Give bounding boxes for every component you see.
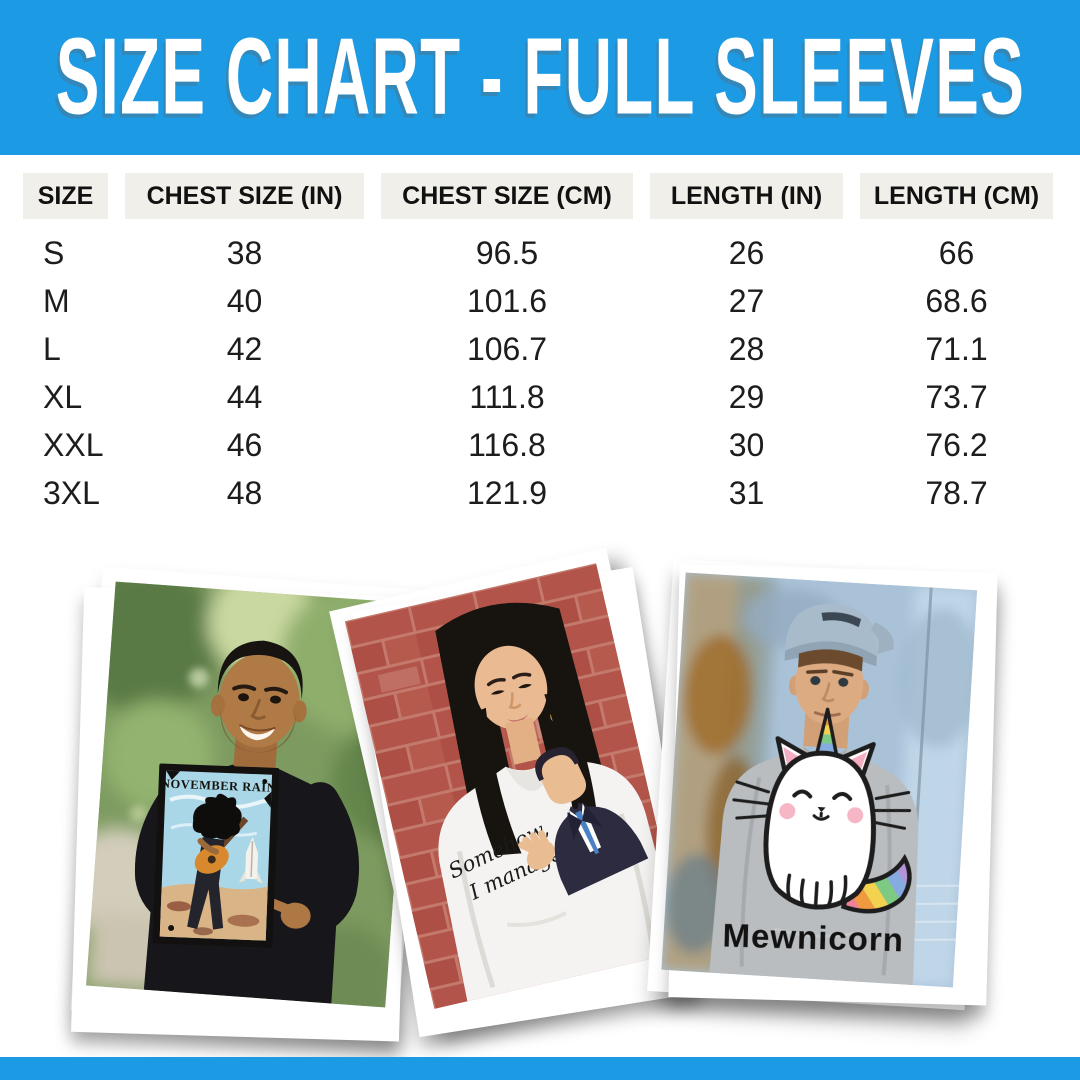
- cell-length-in: 31: [728, 474, 765, 511]
- open-palm-hand: [518, 830, 555, 870]
- cell-length-in: 28: [728, 330, 765, 367]
- table-row: XXL 46 116.8 30 76.2: [23, 421, 1054, 469]
- cell-chest-cm: 106.7: [466, 330, 548, 367]
- cell-length-cm: 66: [938, 234, 975, 271]
- table-header-row: SIZE CHEST SIZE (IN) CHEST SIZE (CM) LEN…: [23, 173, 1054, 219]
- cell-size: 3XL: [43, 474, 100, 511]
- cell-length-cm: 68.6: [925, 282, 988, 319]
- model-photo-somehow-i-manage: Somehow, I manage: [329, 547, 703, 1032]
- footer-accent-strip: [0, 1057, 1080, 1080]
- cell-size: S: [43, 234, 65, 271]
- cat-body: [763, 750, 876, 910]
- cell-size: M: [43, 282, 70, 319]
- cell-length-in: 29: [728, 378, 765, 415]
- paw-lines: [786, 873, 848, 907]
- column-header-chest-cm: CHEST SIZE (CM): [381, 173, 633, 219]
- column-header-size: SIZE: [23, 173, 108, 219]
- cell-chest-cm: 101.6: [466, 282, 548, 319]
- cell-chest-in: 38: [226, 234, 263, 271]
- november-rain-print: NOVEMBER RAIN: [152, 763, 280, 948]
- cell-chest-in: 44: [226, 378, 263, 415]
- column-header-length-in: LENGTH (IN): [650, 173, 843, 219]
- cell-size: XXL: [43, 426, 104, 463]
- cell-length-in: 26: [728, 234, 765, 271]
- size-chart-table: SIZE CHEST SIZE (IN) CHEST SIZE (CM) LEN…: [23, 173, 1054, 517]
- cell-length-in: 30: [728, 426, 765, 463]
- cell-length-cm: 78.7: [925, 474, 988, 511]
- table-row: L 42 106.7 28 71.1: [23, 325, 1054, 373]
- table-row: S 38 96.5 26 66: [23, 229, 1054, 277]
- somehow-photo-illustration: Somehow, I manage: [344, 563, 686, 1010]
- table-body: S 38 96.5 26 66 M 40 101.6 27 68.6 L 42 …: [23, 229, 1054, 517]
- rainbow-tail: [843, 854, 911, 914]
- office-boss-figure: [518, 747, 649, 896]
- cell-chest-cm: 96.5: [475, 234, 539, 271]
- column-header-chest-in: CHEST SIZE (IN): [125, 173, 364, 219]
- cell-chest-in: 46: [226, 426, 263, 463]
- rocket-graphic: [238, 837, 263, 884]
- table-row: 3XL 48 121.9 31 78.7: [23, 469, 1054, 517]
- cell-chest-in: 48: [226, 474, 263, 511]
- print-title-november-rain: NOVEMBER RAIN: [161, 776, 277, 794]
- cell-chest-cm: 111.8: [469, 378, 545, 415]
- cell-size: XL: [43, 378, 83, 415]
- column-header-length-cm: LENGTH (CM): [860, 173, 1053, 219]
- whiskers: [732, 780, 912, 830]
- cell-chest-in: 40: [226, 282, 263, 319]
- cell-chest-in: 42: [226, 330, 263, 367]
- mewnicorn-photo-illustration: Mewnicorn: [661, 572, 978, 988]
- cell-chest-cm: 121.9: [466, 474, 548, 511]
- model-photo-mewnicorn: Mewnicorn: [647, 558, 991, 1011]
- print-title-mewnicorn: Mewnicorn: [722, 917, 904, 959]
- cell-length-cm: 71.1: [925, 330, 988, 367]
- cell-length-cm: 76.2: [925, 426, 988, 463]
- cell-chest-cm: 116.8: [468, 426, 546, 463]
- page-title: SIZE CHART - FULL SLEEVES: [55, 16, 1025, 138]
- table-row: XL 44 111.8 29 73.7: [23, 373, 1054, 421]
- cell-size: L: [43, 330, 61, 367]
- cell-length-in: 27: [728, 282, 765, 319]
- guitarist-figure: [187, 793, 249, 930]
- table-row: M 40 101.6 27 68.6: [23, 277, 1054, 325]
- mewnicorn-print: Mewnicorn: [722, 707, 912, 959]
- cell-length-cm: 73.7: [925, 378, 988, 415]
- header-banner: SIZE CHART - FULL SLEEVES: [0, 0, 1080, 155]
